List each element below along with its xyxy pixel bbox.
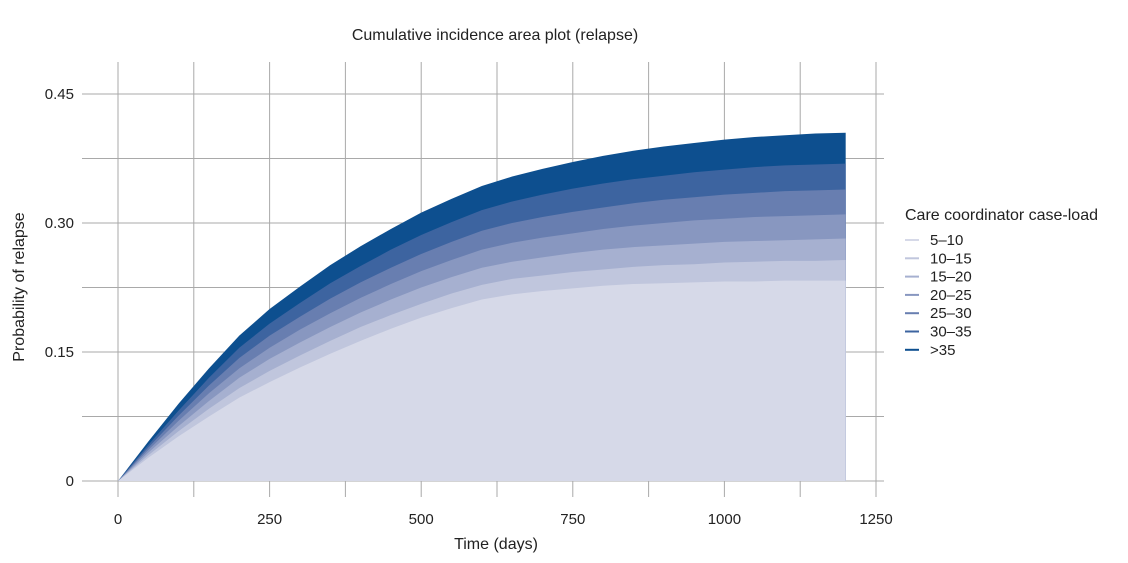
area-band-1 — [118, 280, 846, 481]
legend-label: 15–20 — [930, 269, 972, 286]
y-tick-label: 0.15 — [45, 344, 74, 361]
legend-label: 5–10 — [930, 232, 963, 249]
x-axis: 0 250 500 750 1000 1250 — [114, 511, 893, 528]
legend-item: 10–15 — [905, 250, 972, 267]
chart-title: Cumulative incidence area plot (relapse) — [352, 27, 638, 44]
x-tick-label: 1000 — [708, 511, 741, 528]
y-tick-label: 0.45 — [45, 86, 74, 103]
legend-item: 20–25 — [905, 287, 972, 304]
x-axis-label: Time (days) — [454, 536, 538, 553]
y-tick-label: 0 — [66, 473, 74, 490]
legend-item: 5–10 — [905, 232, 963, 249]
area-series — [118, 132, 846, 481]
legend-item: 25–30 — [905, 305, 972, 322]
x-tick-label: 1250 — [859, 511, 892, 528]
legend-item: 30–35 — [905, 324, 972, 341]
y-tick-label: 0.30 — [45, 215, 74, 232]
legend-label: 20–25 — [930, 287, 972, 304]
legend-item: >35 — [905, 342, 955, 359]
legend-label: 25–30 — [930, 305, 972, 322]
x-tick-label: 500 — [409, 511, 434, 528]
x-tick-label: 250 — [257, 511, 282, 528]
legend-label: >35 — [930, 342, 955, 359]
legend-label: 30–35 — [930, 324, 972, 341]
y-axis-label: Probability of relapse — [11, 212, 28, 362]
x-tick-label: 750 — [560, 511, 585, 528]
legend-label: 10–15 — [930, 250, 972, 267]
legend-item: 15–20 — [905, 269, 972, 286]
x-tick-label: 0 — [114, 511, 122, 528]
y-axis: 0 0.15 0.30 0.45 — [45, 86, 74, 490]
legend-title: Care coordinator case-load — [905, 207, 1098, 224]
